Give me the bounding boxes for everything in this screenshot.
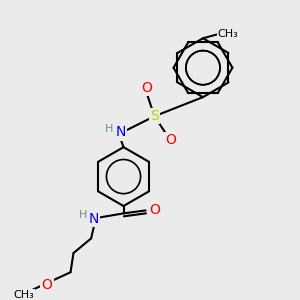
- Text: CH₃: CH₃: [218, 29, 239, 39]
- Text: O: O: [149, 203, 160, 218]
- Text: O: O: [165, 133, 176, 147]
- Text: O: O: [42, 278, 52, 292]
- Text: H: H: [105, 124, 114, 134]
- Text: N: N: [89, 212, 99, 226]
- Text: S: S: [150, 109, 159, 123]
- Text: O: O: [142, 81, 152, 95]
- Text: CH₃: CH₃: [13, 290, 34, 300]
- Text: N: N: [116, 125, 126, 140]
- Text: H: H: [79, 210, 87, 220]
